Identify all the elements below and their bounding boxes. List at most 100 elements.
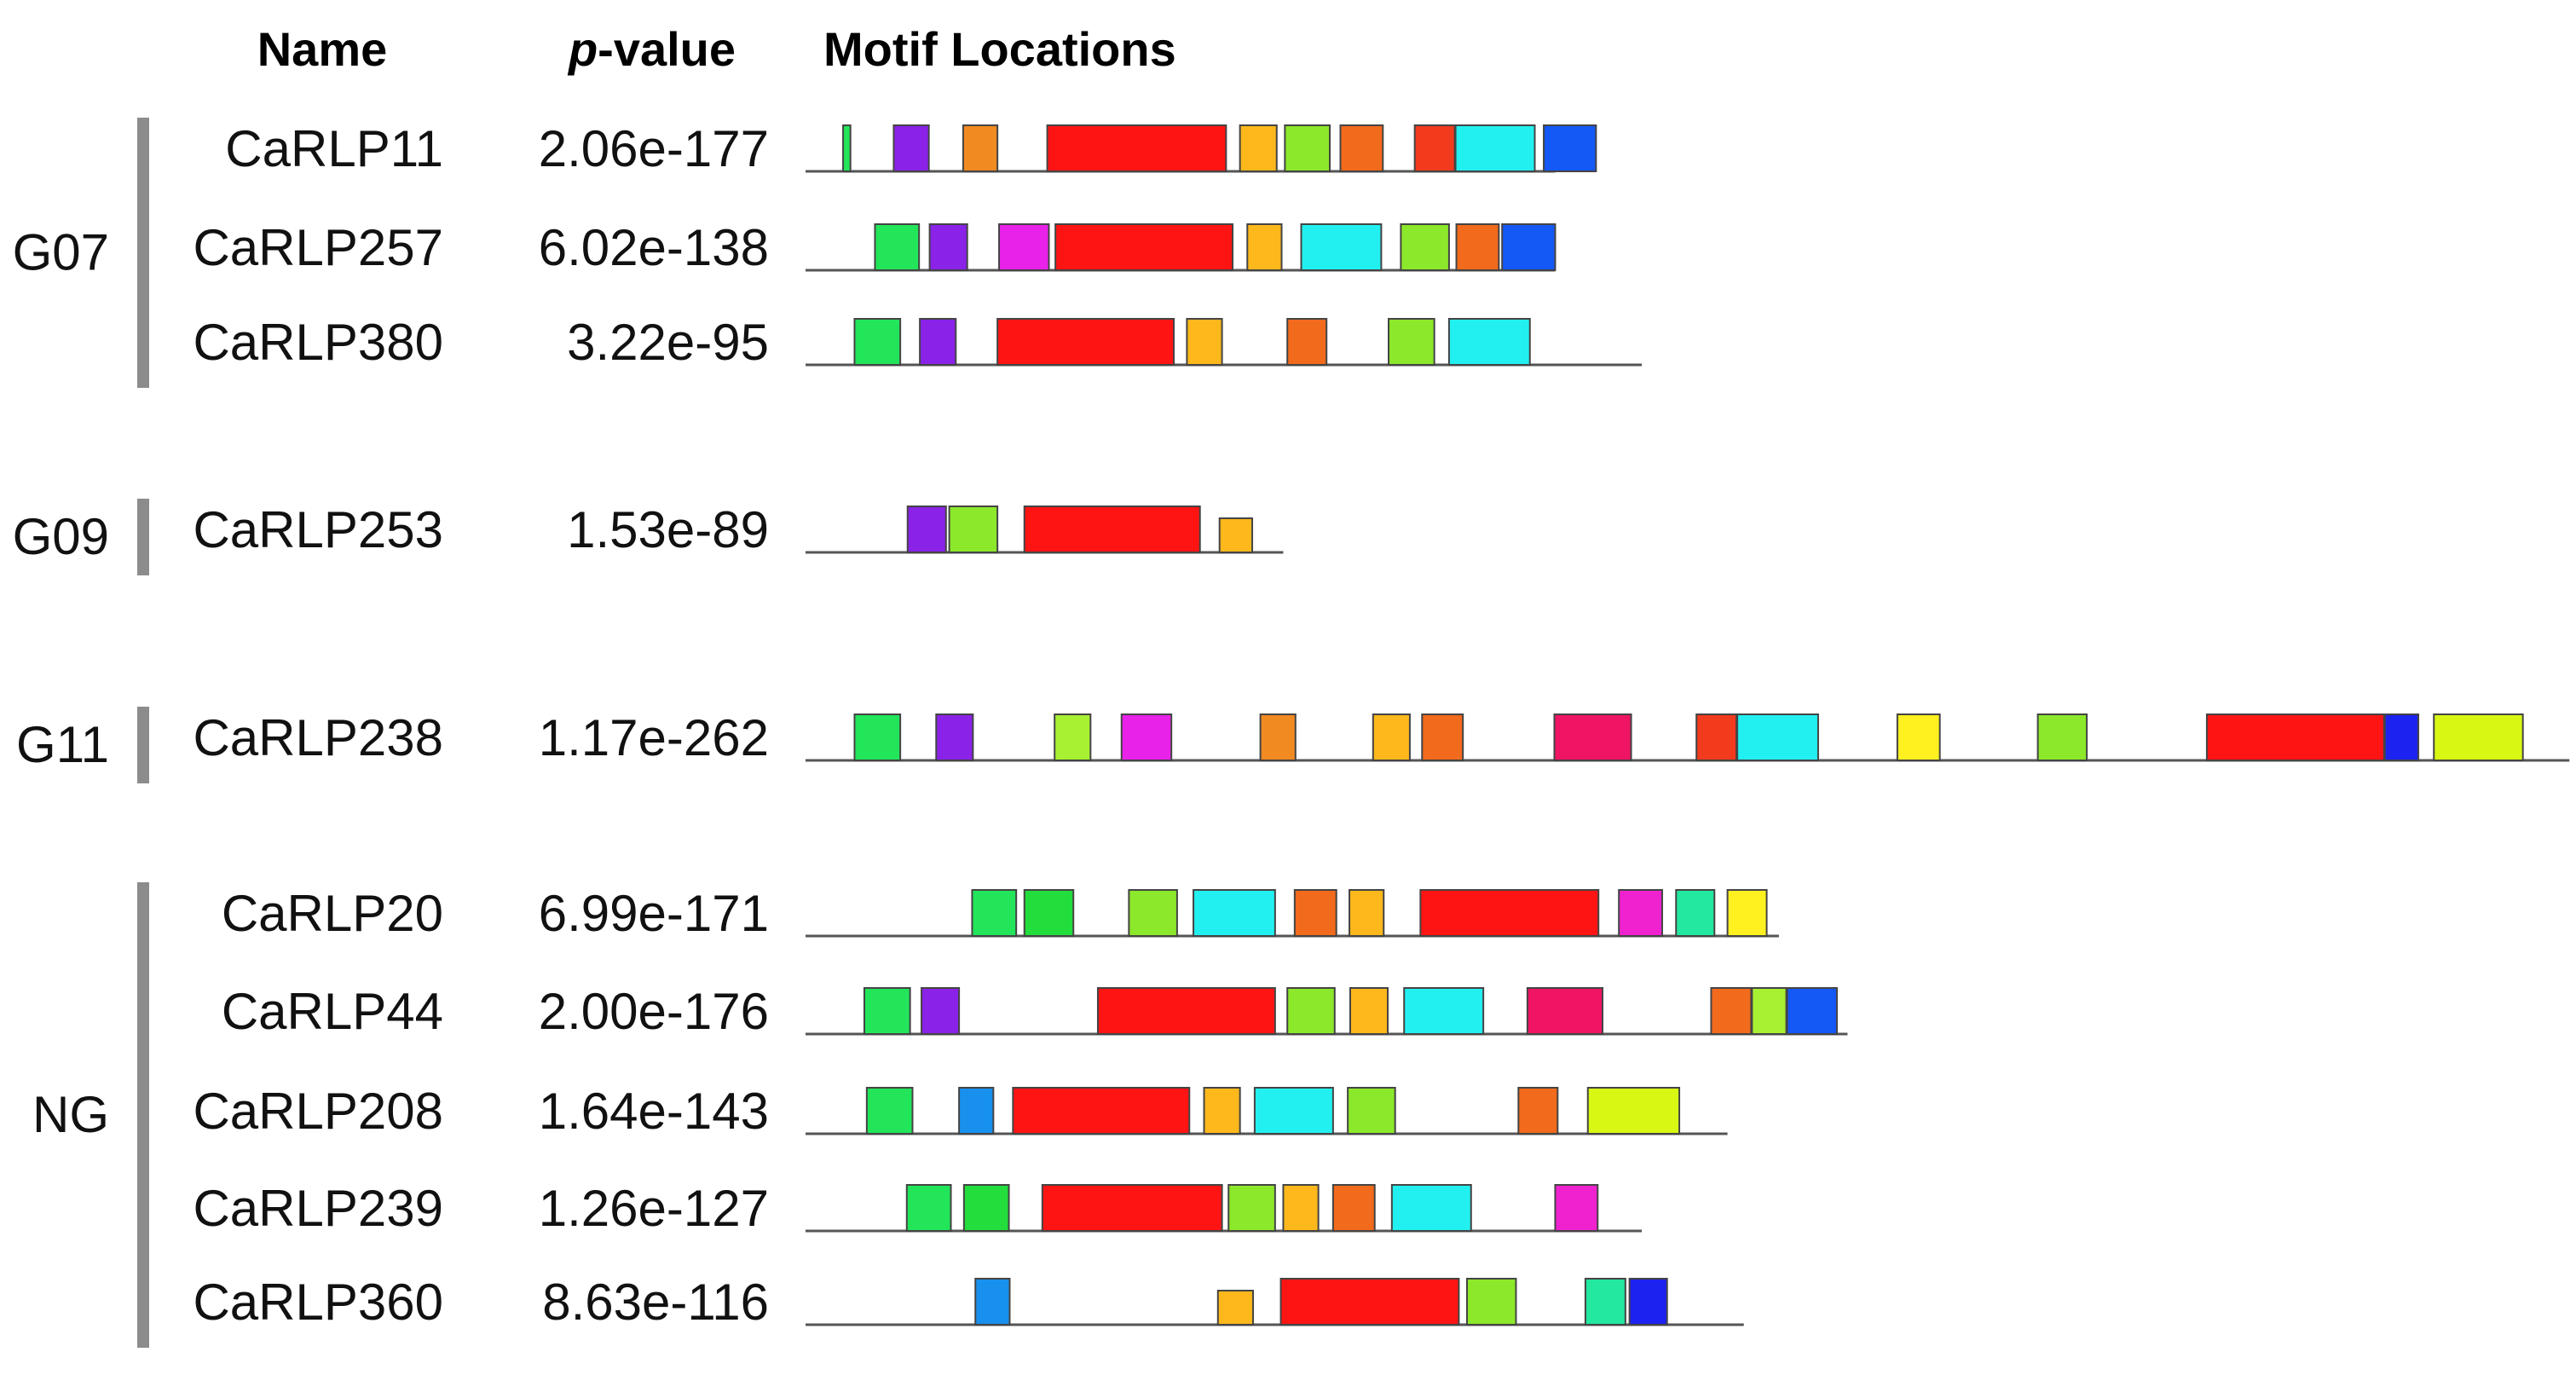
sequence-name: CaRLP20 [222, 885, 443, 942]
motif-box [1553, 713, 1632, 761]
sequence-row: CaRLP208 1.64e-143 [193, 1083, 1728, 1140]
motif-box [1372, 713, 1411, 761]
sequence-pvalue: 1.26e-127 [539, 1180, 769, 1237]
motif-box [928, 223, 968, 271]
sequence-name: CaRLP360 [193, 1274, 443, 1331]
motif-box [1413, 124, 1456, 172]
motif-box [1543, 124, 1597, 172]
motif-box [1517, 1087, 1559, 1135]
motif-box [1279, 1278, 1460, 1326]
sequence-row: CaRLP44 2.00e-176 [222, 983, 1848, 1040]
sequence-pvalue: 6.99e-171 [539, 885, 769, 942]
motif-box [1023, 506, 1201, 553]
sequence-name: CaRLP11 [225, 120, 443, 177]
sequence-row: CaRLP238 1.17e-262 [193, 709, 2570, 766]
motif-box [1286, 318, 1328, 366]
motif-box [1726, 889, 1768, 937]
motif-box [1526, 987, 1604, 1035]
motif-box [1628, 1278, 1668, 1326]
motif-box [905, 1184, 952, 1232]
sequence-name: CaRLP238 [193, 709, 443, 766]
motif-box [1284, 124, 1331, 172]
sequence-name: CaRLP239 [193, 1180, 443, 1237]
groups-layer: G07 G09 G11 NG [13, 118, 149, 1348]
motif-box [996, 318, 1175, 366]
motif-box [1339, 124, 1384, 172]
motif-box [962, 1184, 1010, 1232]
motif-box [1786, 987, 1838, 1035]
motif-box [1286, 987, 1336, 1035]
motif-box [919, 318, 957, 366]
sequence-pvalue: 1.53e-89 [567, 501, 769, 558]
sequence-row: CaRLP11 2.06e-177 [225, 120, 1597, 177]
group-label: NG [32, 1086, 109, 1143]
motif-box [1012, 1087, 1191, 1135]
motif-box [1586, 1087, 1681, 1135]
motif-box [948, 506, 999, 553]
motif-box [1259, 713, 1297, 761]
sequence-row: CaRLP380 3.22e-95 [193, 314, 1642, 371]
motif-box [2036, 713, 2088, 761]
motif-box [1054, 713, 1092, 761]
motif-box [2383, 713, 2420, 761]
sequence-pvalue: 8.63e-116 [542, 1274, 769, 1331]
motif-box [998, 223, 1050, 271]
group-bracket: NG [32, 882, 149, 1348]
group-bracket: G07 [13, 118, 149, 388]
sequence-row: CaRLP253 1.53e-89 [193, 501, 1284, 558]
motif-box [1300, 223, 1383, 271]
motif-box [1227, 1184, 1276, 1232]
motif-box [1282, 1184, 1320, 1232]
motif-box [1501, 223, 1557, 271]
motif-box [1554, 1184, 1599, 1232]
motif-box [1584, 1278, 1626, 1326]
sequence-pvalue: 1.17e-262 [539, 709, 769, 766]
motif-box [1023, 889, 1075, 937]
motif-box [1216, 1290, 1254, 1326]
motif-box [935, 713, 974, 761]
motif-box [974, 1278, 1011, 1326]
motif-box [1246, 223, 1283, 271]
group-label: G11 [16, 716, 109, 773]
motif-box [1293, 889, 1337, 937]
sequence-name: CaRLP44 [222, 983, 443, 1040]
motif-box [1447, 318, 1531, 366]
motif-box [1253, 1087, 1334, 1135]
sequence-pvalue: 1.64e-143 [539, 1083, 769, 1140]
motif-box [1203, 1087, 1241, 1135]
sequence-pvalue: 6.02e-138 [539, 219, 769, 276]
sequence-row: CaRLP20 6.99e-171 [222, 885, 1779, 942]
motif-box [1390, 1184, 1472, 1232]
motif-box [892, 124, 930, 172]
motif-box [1618, 889, 1663, 937]
group-label: G07 [13, 224, 109, 281]
motif-box [1218, 517, 1254, 553]
motif-box [1041, 1184, 1223, 1232]
motif-box [1695, 713, 1738, 761]
motif-box [1454, 124, 1536, 172]
motif-box [1751, 987, 1788, 1035]
motif-box [1239, 124, 1278, 172]
group-bar [137, 882, 149, 1348]
motif-box [1349, 889, 1385, 937]
sequence-name: CaRLP253 [193, 501, 443, 558]
motif-box [1675, 889, 1716, 937]
motif-box [842, 124, 852, 172]
sequence-row: CaRLP257 6.02e-138 [193, 219, 1557, 276]
motif-box [1403, 987, 1485, 1035]
motif-box [958, 1087, 995, 1135]
motif-box [853, 318, 902, 366]
motif-box [906, 506, 947, 553]
motif-box [853, 713, 902, 761]
group-bar [137, 499, 149, 575]
motif-box [1120, 713, 1173, 761]
motif-box [863, 987, 911, 1035]
motif-box [874, 223, 921, 271]
sequence-pvalue: 3.22e-95 [567, 314, 769, 371]
motif-box [921, 987, 961, 1035]
motif-box [1046, 124, 1227, 172]
motif-box [2433, 713, 2524, 761]
motif-box [865, 1087, 914, 1135]
